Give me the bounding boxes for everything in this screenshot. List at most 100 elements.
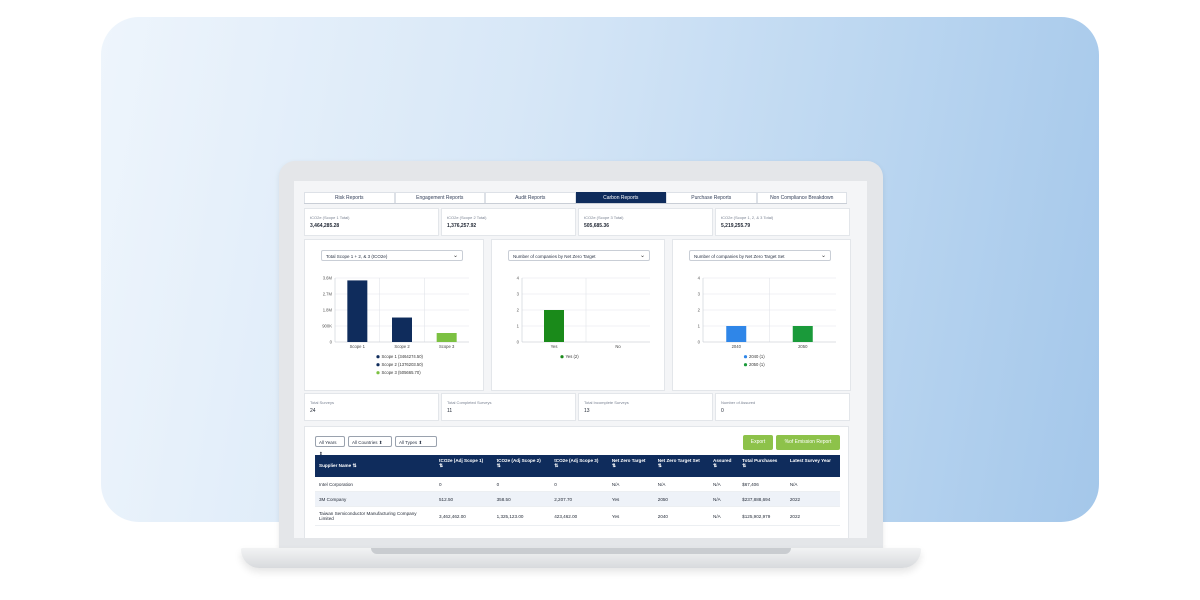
col-adj-scope2[interactable]: tCO2e (Adj Scope 2) ⇅ — [492, 455, 551, 477]
sort-icon[interactable]: ⇅ — [496, 463, 501, 469]
x-tick-label: 2050 — [798, 344, 808, 349]
net-zero-target-chart: 0 1 2 3 4 Yes No Yes (2) — [517, 276, 650, 359]
col-latest-survey-year[interactable]: Latest Survey Year — [785, 455, 840, 477]
col-adj-scope1[interactable]: tCO2e (Adj Scope 1) ⇅ — [435, 455, 493, 477]
col-net-zero-target-set[interactable]: Net Zero Target Set ⇅ — [653, 455, 710, 477]
y-tick-label: 2.7M — [323, 292, 333, 297]
tab-non-compliance-breakdown[interactable]: Non Compliance Breakdown — [756, 192, 847, 203]
stat-value: 0 — [721, 408, 724, 414]
header-label: Assured — [713, 458, 732, 463]
x-tick-label: No — [615, 344, 621, 349]
sort-icon[interactable]: ⇅ — [352, 463, 357, 469]
stat-value: 24 — [310, 408, 316, 414]
col-supplier-name[interactable]: Supplier Name ⇅ — [315, 455, 435, 477]
legend-marker — [560, 355, 564, 359]
stat-value: 11 — [447, 408, 453, 414]
stat-value: 13 — [584, 408, 590, 414]
col-assured[interactable]: Assured ⇅ — [709, 455, 739, 477]
sort-icon[interactable]: ⇅ — [554, 463, 559, 469]
chart-select-scope[interactable]: Total Scope 1 + 2, & 3 (tCO2e) ⌄ — [321, 250, 463, 261]
legend-label: Scope 1 (3464274.50) — [382, 354, 424, 359]
tab-risk-reports[interactable]: Risk Reports — [304, 192, 395, 203]
legend-label: 2050 (1) — [749, 362, 765, 367]
tab-carbon-reports[interactable]: Carbon Reports — [575, 192, 666, 203]
table-row[interactable]: Intel Corporation 0 0 0 N/A N/A N/A $67,… — [315, 477, 840, 492]
bar-2040 — [726, 326, 747, 342]
cell-net-zero-target: N/A — [607, 477, 654, 492]
tab-engagement-reports[interactable]: Engagement Reports — [394, 192, 485, 203]
chart-select-net-zero-target[interactable]: Number of companies by Net Zero Target ⌄ — [508, 250, 650, 261]
cell-adj-scope1: 512.50 — [435, 491, 493, 507]
y-tick-label: 0 — [330, 340, 333, 345]
y-tick-label: 900K — [322, 324, 332, 329]
legend-label: Yes (2) — [566, 354, 580, 359]
chart-card-net-zero-target: Number of companies by Net Zero Target ⌄ … — [491, 239, 665, 391]
stat-label: tCO2e (Scope 3 Total) — [584, 215, 624, 220]
stat-card-scope2: tCO2e (Scope 2 Total) 1,376,257.92 — [441, 208, 576, 236]
legend-label: Scope 2 (1376203.50) — [382, 362, 424, 367]
cell-net-zero-target-set: 2040 — [653, 506, 710, 526]
cell-total-purchases: $125,902,979 — [738, 506, 786, 526]
cell-latest-survey-year: N/A — [785, 477, 840, 492]
emission-report-button[interactable]: %of Emission Report — [776, 435, 840, 450]
legend-label: Scope 3 (505665.70) — [382, 370, 422, 375]
y-tick-label: 2 — [698, 308, 701, 313]
stat-card-scope-total: tCO2e (Scope 1, 2, & 3 Total) 5,219,255.… — [715, 208, 850, 236]
legend-marker — [376, 363, 380, 367]
scope-bar-chart: 0 900K 1.8M 2.7M 3.6M Scope 1 Scope 2 Scope 3 Sc… — [322, 276, 469, 375]
cell-supplier-name: Taiwan Semiconductor Manufacturing Compa… — [315, 506, 435, 526]
bar-2050 — [792, 326, 813, 342]
tab-purchase-reports[interactable]: Purchase Reports — [666, 192, 757, 203]
legend-marker — [743, 355, 748, 359]
cell-net-zero-target-set: 2050 — [653, 491, 710, 507]
cell-net-zero-target-set: N/A — [653, 477, 710, 492]
stat-label: Total Incomplete Surveys — [584, 400, 629, 405]
cell-adj-scope3: 0 — [550, 477, 608, 492]
sort-icon[interactable]: ⇅ — [439, 463, 444, 469]
y-tick-label: 1 — [698, 324, 701, 329]
legend-marker — [376, 355, 380, 359]
tab-audit-reports[interactable]: Audit Reports — [485, 192, 576, 203]
chevron-down-icon: ⌄ — [452, 253, 458, 259]
stat-label: Number of Assured — [721, 400, 756, 405]
net-zero-target-set-chart: 0 1 2 3 4 2040 2050 2040 (1) 2050 (1) — [698, 276, 836, 367]
table-row[interactable]: Taiwan Semiconductor Manufacturing Compa… — [315, 506, 840, 526]
cell-adj-scope2: 358.50 — [492, 491, 551, 507]
types-filter[interactable]: All Types ⬍ — [395, 436, 437, 447]
cell-adj-scope1: 0 — [435, 477, 493, 492]
cell-assured: N/A — [709, 477, 739, 492]
stat-card-assured: Number of Assured 0 — [715, 393, 850, 421]
col-adj-scope3[interactable]: tCO2e (Adj Scope 3) ⇅ — [550, 455, 608, 477]
header-label: Net Zero Target Set — [657, 458, 700, 463]
bar-yes — [544, 310, 564, 342]
cell-total-purchases: $67,406 — [738, 477, 786, 492]
sort-icon[interactable]: ⇅ — [611, 463, 617, 469]
countries-filter[interactable]: All Countries ⬍ — [348, 436, 392, 447]
sort-icon[interactable]: ⇅ — [657, 463, 662, 469]
table-row[interactable]: 3M Company 512.50 358.50 2,207.70 Yes 20… — [315, 491, 840, 507]
stat-value: 505,685.36 — [584, 223, 610, 229]
stat-card-total-surveys: Total Surveys 24 — [304, 393, 439, 421]
col-total-purchases[interactable]: Total Purchases ⇅ — [738, 455, 786, 477]
cell-adj-scope3: 2,207.70 — [550, 491, 608, 507]
header-label: tCO2e (Adj Scope 1) — [439, 458, 484, 463]
chart-select-net-zero-target-set[interactable]: Number of companies by Net Zero Target S… — [689, 250, 831, 261]
x-tick-label: Yes — [551, 344, 558, 349]
table-header-row: Supplier Name ⇅ tCO2e (Adj Scope 1) ⇅ tCO… — [315, 455, 840, 477]
bar-scope-3 — [436, 333, 457, 342]
stat-card-scope1: tCO2e (Scope 1 Total) 3,464,285.28 — [304, 208, 439, 236]
cell-net-zero-target: Yes — [607, 491, 654, 507]
cell-supplier-name: 3M Company — [315, 491, 435, 507]
y-tick-label: 1 — [517, 324, 520, 329]
select-arrows-icon: ⬍ — [378, 440, 383, 445]
dropdown-label: Total Scope 1 + 2, & 3 (tCO2e) — [326, 254, 388, 259]
chevron-down-icon: ⌄ — [820, 253, 826, 259]
export-button[interactable]: Export — [743, 435, 773, 450]
sort-icon[interactable]: ⇅ — [713, 463, 718, 469]
col-net-zero-target[interactable]: Net Zero Target ⇅ — [607, 455, 654, 477]
stat-card-scope3: tCO2e (Scope 3 Total) 505,685.36 — [578, 208, 713, 236]
sort-icon[interactable]: ⇅ — [742, 463, 747, 469]
header-label: Supplier Name — [319, 463, 352, 468]
years-filter[interactable]: All Years ⬍ — [315, 436, 345, 456]
chevron-down-icon: ⌄ — [639, 253, 645, 259]
